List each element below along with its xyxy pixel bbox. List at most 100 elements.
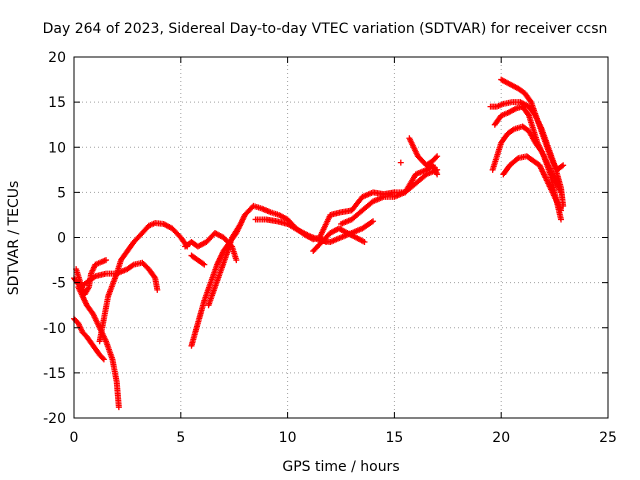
x-tick-labels: 0 5 10 15 20 25 <box>70 430 617 446</box>
data-point-run <box>117 249 130 264</box>
data-point <box>370 218 377 225</box>
observation-track <box>397 159 404 166</box>
data-point-run <box>540 135 553 158</box>
observation-track <box>500 153 565 214</box>
observation-track <box>188 202 330 349</box>
data-point <box>558 189 565 196</box>
data-point-run <box>188 321 201 349</box>
data-point-run <box>90 311 102 330</box>
data-point <box>201 261 208 268</box>
axis-ticks <box>73 56 609 419</box>
data-point-run <box>75 320 85 334</box>
y-tick-label: -15 <box>43 366 66 382</box>
data-point-run <box>348 195 365 214</box>
data-point-run <box>83 302 96 316</box>
data-point-run <box>169 225 183 240</box>
data-point-run <box>359 199 375 214</box>
data-point-run <box>100 294 111 322</box>
data-point-run <box>113 378 122 409</box>
data-point-run <box>295 227 311 238</box>
data-point-run <box>352 234 367 245</box>
data-point <box>558 216 565 223</box>
y-tick-labels: -20 -15 -10 -5 0 5 10 15 20 <box>43 50 66 427</box>
observation-track <box>73 257 110 298</box>
data-point-run <box>98 257 108 265</box>
data-point-run <box>519 123 531 134</box>
data-point-run <box>218 249 231 273</box>
data-point-run <box>96 317 107 345</box>
data-point-run <box>506 81 520 91</box>
data-point-run <box>92 259 104 268</box>
data-point-run <box>536 162 547 176</box>
data-point-run <box>124 262 136 273</box>
data-point-run <box>145 266 158 280</box>
data-point-run <box>498 110 510 119</box>
y-tick-label: -20 <box>43 411 66 427</box>
data-point-run <box>229 222 243 241</box>
data-point-run <box>553 198 564 212</box>
data-point-run <box>348 208 365 223</box>
x-tick-label: 25 <box>599 430 617 446</box>
data-point-run <box>528 99 540 122</box>
data-point-run <box>423 158 435 169</box>
data-point <box>103 257 110 264</box>
observation-track <box>498 76 567 173</box>
data-point-run <box>534 117 547 140</box>
data-point-run <box>523 153 535 163</box>
data-point-run <box>521 90 534 104</box>
data-point-run <box>491 113 504 128</box>
data-point-run <box>551 175 564 194</box>
data-point-run <box>498 76 512 87</box>
y-tick-label: 5 <box>57 185 66 201</box>
data-point-run <box>139 223 151 236</box>
observation-track <box>188 252 208 268</box>
data-point-run <box>504 127 516 137</box>
data-point-run <box>79 329 89 339</box>
observation-track <box>338 162 441 227</box>
data-point-run <box>545 162 557 181</box>
data-point-run <box>103 338 115 361</box>
data-points <box>71 76 567 411</box>
data-point-run <box>530 157 542 168</box>
data-point-run <box>538 148 551 167</box>
data-point-run <box>96 351 106 362</box>
data-point-run <box>493 101 505 110</box>
data-point <box>115 404 122 411</box>
data-point-run <box>540 171 553 190</box>
data-point-run <box>276 211 290 222</box>
data-point-run <box>525 128 538 145</box>
data-point-run <box>194 257 207 267</box>
data-point <box>361 239 368 246</box>
x-axis-label: GPS time / hours <box>282 459 399 475</box>
data-point-run <box>194 239 209 250</box>
data-point-run <box>188 252 200 263</box>
data-point-run <box>90 342 102 357</box>
data-point <box>100 356 107 363</box>
data-point-run <box>263 216 279 224</box>
data-point-run <box>145 220 157 229</box>
chart-title: Day 264 of 2023, Sidereal Day-to-day VTE… <box>43 21 608 37</box>
data-point-run <box>489 154 500 173</box>
data-point <box>434 153 441 160</box>
data-point-run <box>124 240 136 255</box>
y-tick-label: 10 <box>48 140 66 156</box>
observation-track <box>406 135 441 169</box>
data-point-run <box>201 281 214 304</box>
data-point-run <box>81 285 92 298</box>
data-point-run <box>139 259 151 271</box>
data-point <box>154 286 161 293</box>
data-point-run <box>229 243 239 262</box>
data-point <box>560 162 567 169</box>
y-axis-label: SDTVAR / TECUs <box>6 181 22 296</box>
y-tick-label: -5 <box>52 276 66 292</box>
y-tick-label: 20 <box>48 50 66 66</box>
data-point-run <box>310 240 324 255</box>
data-point-run <box>207 263 220 286</box>
data-point-run <box>211 267 224 291</box>
data-point-run <box>500 163 512 178</box>
data-point-run <box>241 204 256 218</box>
data-point-run <box>504 106 518 116</box>
y-tick-label: -10 <box>43 321 66 337</box>
data-point-run <box>335 225 349 236</box>
data-point-run <box>105 272 120 300</box>
